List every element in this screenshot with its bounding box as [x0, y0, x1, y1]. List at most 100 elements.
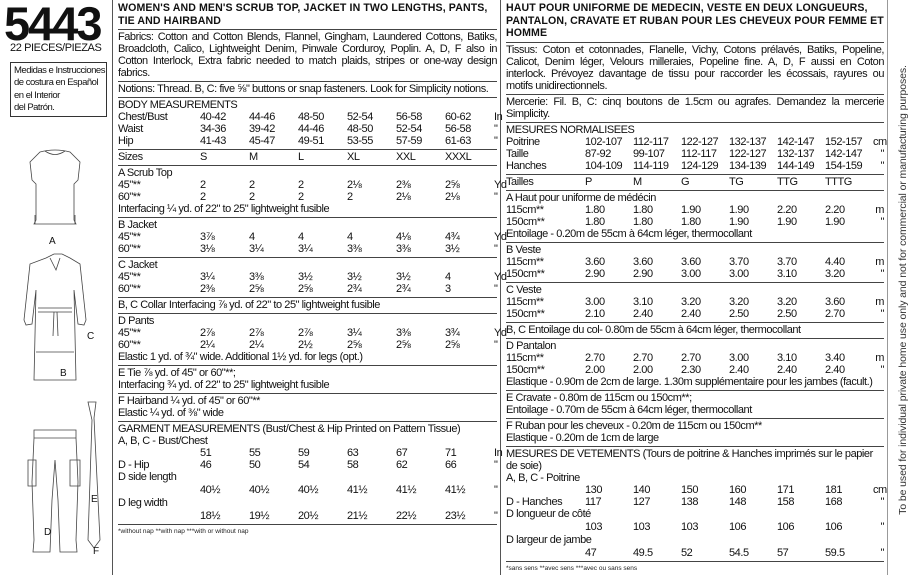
- row-label: 150cm**: [506, 307, 545, 320]
- english-column: WOMEN'S AND MEN'S SCRUB TOP, JACKET IN T…: [118, 2, 507, 536]
- section-label: C Jacket: [118, 259, 158, 271]
- row-label: [506, 547, 585, 559]
- row-value: 3.10: [777, 351, 797, 364]
- row-value: 62: [396, 459, 408, 471]
- row-unit: ": [494, 135, 498, 147]
- requirements-section: F Hairband ¼ yd. of 45" or 60"** Elastic …: [118, 394, 497, 422]
- row-value: 2.50: [777, 307, 797, 320]
- section-label: Interfacing ¼ yd. of 22" to 25" lightwei…: [118, 203, 330, 215]
- row-label: 115cm**: [506, 295, 544, 308]
- row-unit: In: [494, 447, 503, 459]
- measurement-row: 18½ 19½ 20½ 21½ 22½ 23½ ": [118, 509, 498, 522]
- row-value: 48-50: [347, 123, 373, 135]
- section-label: D longueur de côté: [506, 507, 591, 520]
- row-value: 4: [347, 231, 353, 243]
- piece-count: 22 PIECES/PIEZAS: [10, 42, 102, 54]
- row-unit: ": [494, 339, 498, 351]
- row-value: 138: [681, 495, 699, 508]
- row-value: 41½: [445, 484, 466, 496]
- requirements-section: GARMENT MEASUREMENTS (Bust/Chest & Hip P…: [118, 422, 503, 525]
- row-label: 60"**: [118, 339, 141, 351]
- row-value: 154-159: [825, 159, 863, 172]
- row-value: 18½: [200, 510, 221, 522]
- view-label-c: C: [87, 331, 95, 342]
- description-text: Notions: Thread. B, C: five ⅝" buttons o…: [118, 83, 489, 95]
- measurement-row: 45"** 3¼ 3⅜ 3½ 3½ 3½ 4 Yd: [118, 271, 507, 283]
- row-value: 3½: [396, 271, 411, 283]
- measurement-row: 60"** 2¼ 2¼ 2½ 2⅝ 2⅝ 2⅝ ": [118, 339, 498, 351]
- row-value: 3.20: [825, 267, 845, 280]
- row-value: 2: [298, 191, 304, 203]
- row-value: 4.40: [825, 255, 845, 268]
- row-value: 2.00: [633, 363, 653, 376]
- row-value: 4: [249, 231, 255, 243]
- measurement-row: Sizes S M L XL XXL XXXL: [118, 151, 497, 163]
- row-label: Hanches: [506, 159, 547, 172]
- section-label: D Pantalon: [506, 339, 556, 352]
- row-unit: ": [494, 484, 498, 496]
- row-value: 40-42: [200, 111, 226, 123]
- row-value: 2⅛: [396, 191, 411, 203]
- row-value: 3.20: [681, 295, 701, 308]
- row-value: 117: [585, 495, 602, 508]
- measurement-row: 150cm** 2.10 2.40 2.40 2.50 2.50 2.70 ": [506, 308, 884, 320]
- section-label: C Veste: [506, 283, 542, 296]
- row-value: 152-157: [825, 135, 863, 148]
- row-value: 2.40: [633, 307, 653, 320]
- row-value: 71: [445, 447, 457, 459]
- row-label: 115cm**: [506, 351, 544, 364]
- row-value: 2: [249, 191, 255, 203]
- row-value: 106: [777, 520, 795, 533]
- row-unit: Yd: [494, 271, 507, 283]
- section-label: BODY MEASUREMENTS: [118, 99, 238, 111]
- row-value: 1.80: [585, 203, 605, 216]
- row-value: 57-59: [396, 135, 422, 147]
- row-value: 106: [729, 520, 747, 533]
- description-text: Fabrics: Cotton and Cotton Blends, Flann…: [118, 31, 497, 79]
- row-value: 2.40: [777, 363, 797, 376]
- row-value: 3.00: [729, 351, 749, 364]
- english-footnote: *without nap **with nap ***with or witho…: [118, 528, 249, 535]
- measurement-row: 115cm** 1.80 1.80 1.90 1.90 2.20 2.20 m: [506, 204, 884, 216]
- row-value: 21½: [347, 510, 368, 522]
- view-d-pants-drawing: [27, 429, 81, 553]
- row-unit: [873, 176, 884, 188]
- row-label: 60"**: [118, 191, 141, 203]
- row-unit: Yd: [494, 327, 507, 339]
- measurement-row: D - Hip 46 50 54 58 62 66 ": [118, 459, 498, 471]
- row-unit: m: [875, 255, 884, 268]
- row-value: TTG: [777, 175, 798, 188]
- measurement-row: 60"** 3⅛ 3¼ 3¼ 3⅜ 3⅜ 3½ ": [118, 243, 498, 255]
- row-value: 3½: [445, 243, 460, 255]
- row-value: 52-54: [347, 111, 373, 123]
- row-value: 3¼: [298, 243, 313, 255]
- row-value: 3.70: [729, 255, 749, 268]
- row-value: 52-54: [396, 123, 422, 135]
- row-unit: Yd: [494, 179, 507, 191]
- row-label: [506, 521, 585, 533]
- measurement-row: 45"** 3⅞ 4 4 4 4⅛ 4¾ Yd: [118, 231, 507, 243]
- row-value: 3⅜: [396, 327, 411, 339]
- row-unit: ": [494, 510, 498, 522]
- row-value: 1.80: [681, 215, 701, 228]
- row-unit: ": [880, 307, 885, 320]
- spanish-instructions-box: Medidas e Instrucciones de costura en Es…: [10, 62, 107, 117]
- row-value: 34-36: [200, 123, 226, 135]
- row-value: 2⅝: [445, 179, 460, 191]
- row-value: 59: [298, 447, 310, 459]
- measurement-row: 115cm** 3.60 3.60 3.60 3.70 3.70 4.40 m: [506, 256, 884, 268]
- row-label: 45"**: [118, 179, 141, 191]
- row-label: Sizes: [118, 151, 143, 163]
- row-value: 127: [633, 495, 651, 508]
- row-value: 4: [298, 231, 304, 243]
- row-value: 122-127: [681, 135, 719, 148]
- requirements-section: Mercerie: Fil. B, C: cinq boutons de 1.5…: [506, 95, 884, 123]
- spanish-line: de costura en Español: [14, 77, 99, 89]
- row-value: 103: [585, 520, 603, 533]
- row-label: 150cm**: [506, 215, 545, 228]
- requirements-section: C Veste 115cm** 3.00 3.10 3.20 3.20 3.20 3.60 m 1…: [506, 283, 884, 323]
- row-value: 3¼: [249, 243, 264, 255]
- view-label-a: A: [49, 236, 56, 247]
- view-label-b: B: [60, 368, 67, 379]
- pattern-number: 5443: [4, 0, 103, 50]
